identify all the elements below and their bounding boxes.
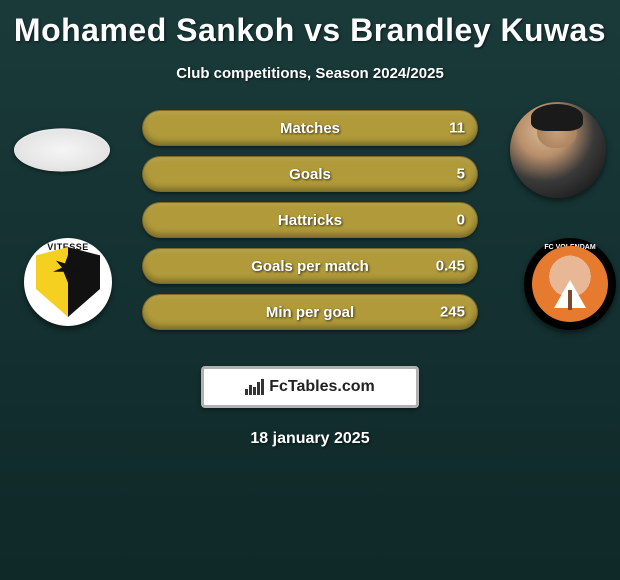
comparison-arena: VITESSE FC VOLENDAM Matches 11 Goals 5 H…: [0, 110, 620, 350]
player2-avatar: [510, 102, 606, 198]
sailboat-icon: [532, 246, 608, 322]
stat-label: Goals: [289, 166, 331, 183]
avatar-placeholder-icon: [14, 128, 110, 171]
stat-label: Hattricks: [278, 212, 342, 229]
bar-chart-icon: [245, 379, 265, 395]
player2-club-badge: FC VOLENDAM: [524, 238, 616, 330]
stat-row-goals-per-match: Goals per match 0.45: [142, 248, 478, 284]
stat-label: Matches: [280, 120, 340, 137]
stat-label: Min per goal: [266, 304, 354, 321]
player1-avatar: [14, 102, 110, 198]
shield-icon: [36, 247, 100, 317]
stat-row-goals: Goals 5: [142, 156, 478, 192]
avatar-photo-icon: [510, 102, 606, 198]
stat-row-hattricks: Hattricks 0: [142, 202, 478, 238]
stat-label: Goals per match: [251, 258, 369, 275]
stat-row-matches: Matches 11: [142, 110, 478, 146]
page-title: Mohamed Sankoh vs Brandley Kuwas: [0, 0, 620, 49]
stat-p2-value: 245: [440, 304, 465, 321]
stat-p2-value: 0.45: [436, 258, 465, 275]
source-badge[interactable]: FcTables.com: [201, 366, 419, 408]
stat-p2-value: 11: [449, 120, 465, 137]
subtitle: Club competitions, Season 2024/2025: [0, 65, 620, 82]
date-text: 18 january 2025: [0, 430, 620, 448]
source-text: FcTables.com: [269, 378, 375, 396]
stat-p2-value: 5: [457, 166, 465, 183]
stats-column: Matches 11 Goals 5 Hattricks 0 Goals per…: [142, 110, 478, 330]
stat-row-min-per-goal: Min per goal 245: [142, 294, 478, 330]
player1-club-badge: VITESSE: [24, 238, 116, 330]
stat-p2-value: 0: [457, 212, 465, 229]
